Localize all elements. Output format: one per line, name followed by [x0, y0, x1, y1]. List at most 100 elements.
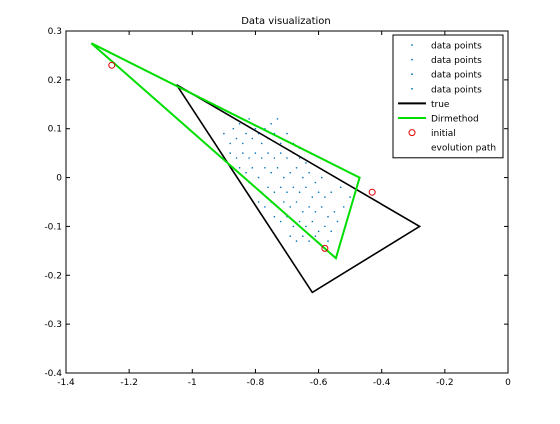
plot-area	[90, 42, 422, 294]
true-triangle	[175, 84, 422, 294]
data-point	[279, 220, 282, 223]
data-point	[223, 132, 225, 135]
legend-label: data points	[431, 56, 482, 66]
data-point	[295, 201, 298, 203]
data-point	[254, 152, 257, 154]
data-point	[330, 191, 333, 193]
data-point	[264, 206, 266, 208]
dirmethod-triangle	[90, 42, 361, 260]
chart-title: Data visualization	[241, 16, 331, 27]
data-point	[311, 196, 314, 198]
y-tick-label: 0.2	[48, 76, 62, 86]
data-point	[257, 176, 260, 179]
data-point	[343, 206, 345, 208]
data-point	[333, 211, 336, 213]
data-point	[320, 206, 323, 208]
axis-ticks: -1.4 -1.2 -1 -0.8 -0.6 -0.4 -0.2 0 -0.4 -0.3 -0.2 -…	[44, 27, 511, 388]
y-tick-label: 0.3	[48, 27, 62, 37]
x-tick-label: -0.2	[436, 378, 454, 388]
data-point	[292, 186, 295, 189]
data-point	[245, 132, 247, 135]
data-point	[273, 157, 276, 159]
data-point	[324, 225, 326, 228]
data-point	[327, 240, 329, 242]
data-point	[308, 206, 310, 208]
data-point	[320, 176, 323, 179]
data-point	[289, 235, 292, 237]
data-point	[229, 152, 231, 154]
data-point	[336, 220, 339, 223]
x-tick-label: 0	[505, 378, 511, 388]
data-point	[245, 171, 247, 174]
data-point	[235, 137, 238, 140]
y-tick-label: 0	[56, 174, 62, 184]
data-point	[260, 157, 263, 159]
data-point	[327, 215, 329, 218]
legend-dot-marker	[411, 73, 413, 76]
data-point	[314, 211, 317, 213]
data-point	[257, 201, 260, 203]
data-point	[298, 220, 301, 223]
y-tick-label: -0.3	[44, 320, 62, 330]
data-point	[302, 235, 304, 237]
data-point	[279, 142, 282, 145]
initial-marker	[368, 188, 376, 196]
data-point	[248, 118, 250, 120]
data-point	[267, 152, 269, 154]
data-point	[292, 225, 295, 228]
data-point	[302, 176, 304, 179]
x-tick-label: -0.4	[373, 378, 391, 388]
data-point	[330, 230, 333, 233]
legend-label: data points	[431, 42, 482, 52]
data-point	[302, 211, 304, 213]
data-point	[314, 235, 317, 237]
initial-marker	[108, 61, 116, 69]
x-tick-label: -1.2	[120, 378, 138, 388]
legend-circle-marker	[408, 129, 416, 137]
data-point	[339, 186, 342, 189]
legend-label: true	[431, 100, 450, 110]
data-point	[349, 196, 351, 198]
data-point	[279, 186, 282, 189]
data-point	[305, 162, 307, 164]
data-point	[324, 196, 326, 198]
x-tick-label: -1	[188, 378, 197, 388]
initial-marker	[321, 244, 329, 252]
y-tick-label: -0.1	[44, 222, 62, 232]
data-point	[251, 167, 254, 169]
data-point	[289, 206, 292, 208]
legend-box	[392, 34, 504, 159]
data-point	[242, 142, 244, 145]
data-point	[311, 220, 314, 223]
data-point	[270, 171, 273, 174]
x-tick-label: -0.6	[310, 378, 328, 388]
legend-dot-marker	[411, 58, 413, 61]
legend-label: data points	[431, 85, 482, 95]
data-point	[279, 152, 282, 154]
data-point	[273, 215, 276, 218]
data-point	[254, 127, 257, 130]
data-point	[298, 191, 301, 193]
y-tick-label: -0.2	[44, 271, 62, 281]
legend-label: data points	[431, 71, 482, 81]
x-tick-label: -1.4	[57, 378, 75, 388]
data-point	[229, 142, 231, 145]
data-point	[235, 157, 238, 159]
data-point	[317, 230, 320, 233]
data-point	[232, 127, 235, 130]
data-point	[270, 123, 273, 125]
data-point	[248, 157, 250, 159]
x-tick-label: -0.8	[247, 378, 265, 388]
data-point	[276, 118, 279, 120]
data-point	[242, 152, 244, 154]
data-point	[305, 186, 307, 189]
data-point	[273, 191, 276, 193]
data-point	[289, 171, 292, 174]
legend-label: initial	[431, 129, 456, 139]
data-point	[286, 132, 288, 135]
legend-dot-marker	[411, 87, 413, 90]
data-point	[238, 123, 241, 125]
data-point	[305, 225, 307, 228]
data-point	[314, 181, 317, 184]
